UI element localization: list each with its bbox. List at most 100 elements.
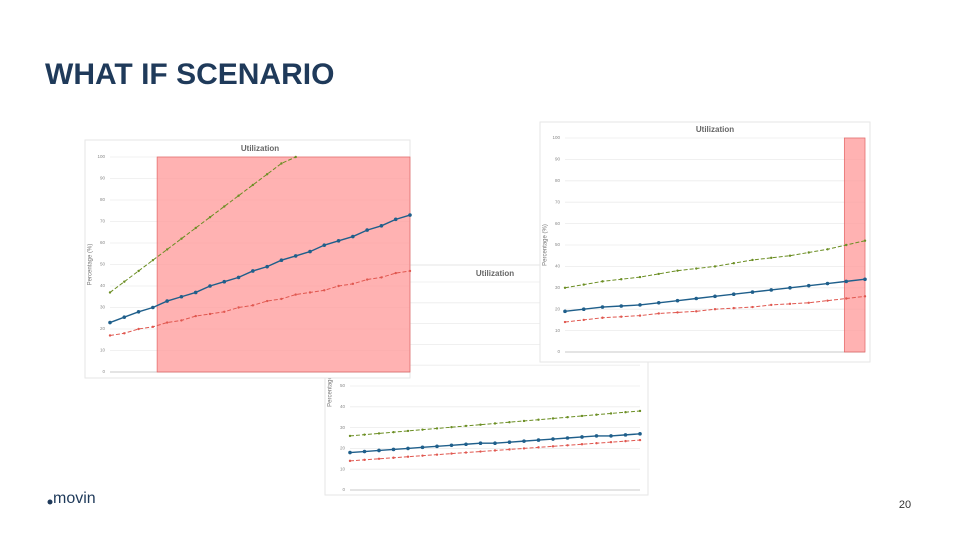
data-point [594,434,599,438]
data-point [265,299,269,303]
y-tick-label: 0 [342,487,345,492]
data-point [123,280,126,283]
data-point [406,446,410,451]
data-point [294,293,297,296]
data-point [351,234,355,239]
data-point [379,224,384,228]
data-point [580,414,584,418]
data-point [208,284,212,288]
data-point [582,318,585,322]
data-point [581,307,586,312]
data-point [351,282,355,286]
page-number: 20 [899,499,911,511]
data-point [308,291,312,294]
data-point [180,319,183,322]
data-point [623,433,628,437]
data-point [863,239,867,242]
data-point [362,449,367,454]
data-point [619,304,624,308]
y-tick-label: 0 [557,349,560,354]
data-point [208,216,212,219]
data-point [377,457,381,460]
y-tick-label: 50 [340,383,346,388]
data-point [657,272,660,276]
data-point [695,310,698,313]
data-point [165,321,169,324]
data-point [563,309,567,314]
data-point [251,304,255,307]
data-point [251,269,255,273]
data-point [695,267,698,270]
y-tick-label: 90 [555,157,561,162]
y-tick-label: 70 [555,199,561,204]
data-point [507,440,512,444]
data-point [208,312,212,316]
data-point [609,434,613,438]
data-point [391,447,396,452]
data-point [193,290,198,295]
data-point [601,280,604,283]
data-point [280,297,283,301]
data-point [449,443,454,448]
data-point [551,417,555,420]
data-point [537,418,540,421]
data-point [377,432,381,435]
logo-dot [47,499,53,505]
data-point [420,445,425,450]
data-point [308,249,312,254]
data-point [788,286,792,290]
data-point [580,435,584,439]
data-point [393,217,398,222]
data-point [265,173,269,176]
data-point [479,423,482,426]
data-point [563,286,567,289]
data-point [713,308,717,311]
data-point [348,459,352,463]
data-point [620,315,623,318]
data-point [237,194,240,197]
data-point [194,226,197,230]
data-point [450,452,453,455]
data-point [479,450,482,453]
data-point [624,439,627,443]
y-tick-label: 40 [340,404,346,409]
series-line [109,156,296,293]
data-point [788,254,792,257]
chart-panel [539,121,871,363]
logo: movin [53,490,96,507]
data-point [563,320,567,324]
data-point [108,291,112,294]
data-point [551,445,555,448]
data-point [251,183,255,187]
threshold-region [156,156,411,373]
data-point [323,289,326,292]
data-point [137,327,140,331]
data-point [536,438,541,442]
data-point [392,456,395,459]
data-point [537,446,540,449]
data-point [108,320,112,325]
data-point [394,271,397,275]
y-axis-label: Percentage (%) [88,244,94,286]
data-point [826,299,829,302]
data-point [565,436,570,440]
data-point [363,458,366,462]
data-point [751,258,754,262]
data-point [656,300,661,305]
y-tick-label: 50 [555,242,561,247]
data-point [713,294,717,299]
data-point [522,419,526,423]
chart-screenshot: Utilization Percentage (%) 0 10 20 30 40 50 60 70… [84,139,412,379]
data-point [694,296,699,301]
charts: Utilization Percentage (%) 0 10 20 30 40 50 60 70… [84,121,871,496]
y-tick-label: 100 [552,135,560,140]
y-tick-label: 0 [102,369,105,374]
slide-title: WHAT IF SCENARIO [45,58,334,91]
data-point [380,276,383,279]
data-point [493,422,497,425]
y-tick-label: 20 [340,446,346,451]
data-point [322,243,327,247]
data-point [237,306,240,309]
data-point [348,450,352,455]
